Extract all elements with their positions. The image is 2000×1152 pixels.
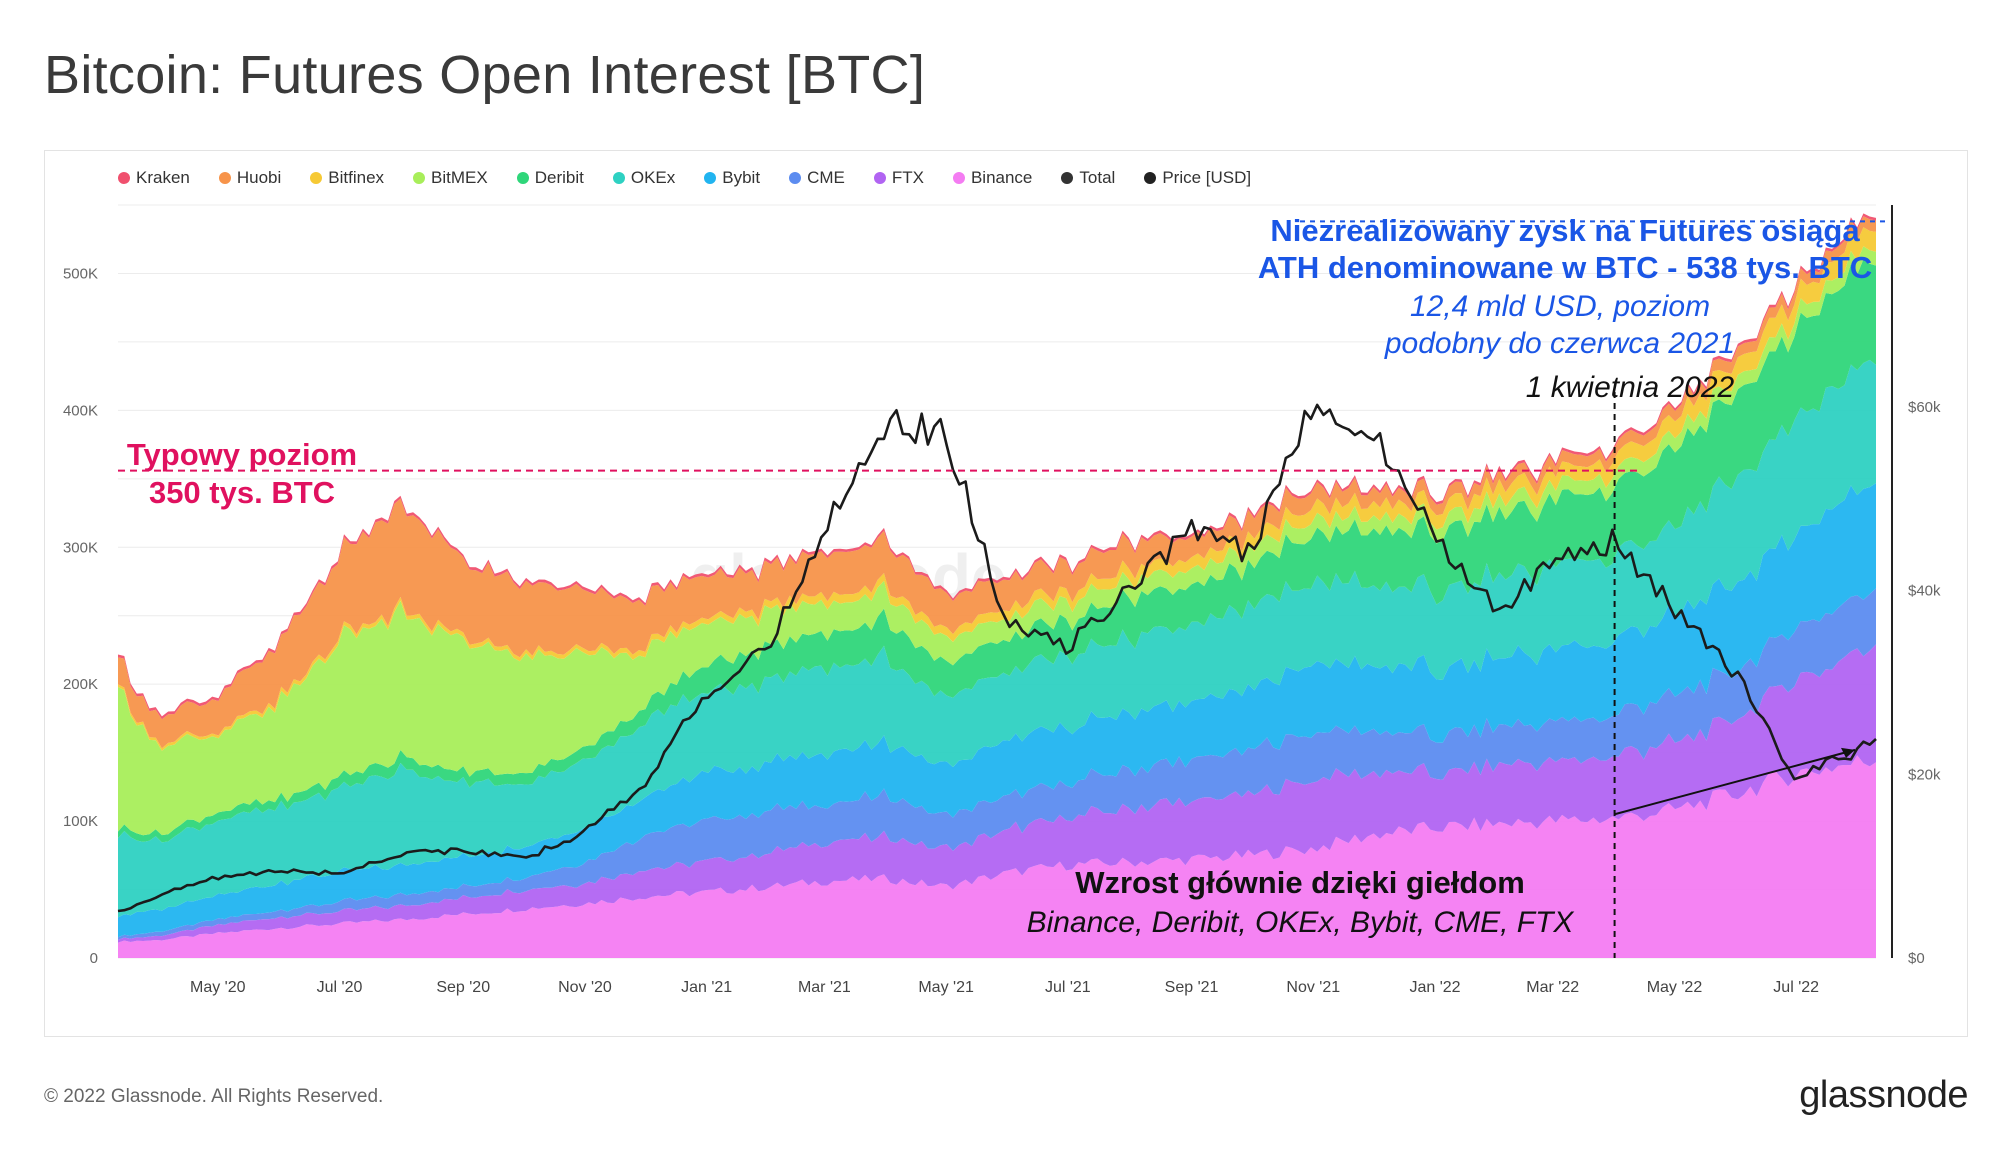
page-title: Bitcoin: Futures Open Interest [BTC] [44,45,926,105]
footer-brand-logo: glassnode [1799,1074,1968,1116]
trend-arrow-head-icon [1841,747,1855,758]
legend-item-bitmex[interactable]: BitMEX [413,168,488,188]
annotation-ath: Niezrealizowany zysk na Futures osiąga A… [1215,212,1915,286]
area-series-okex [118,359,1876,918]
legend-label: FTX [891,168,924,187]
legend-item-bitfinex[interactable]: Bitfinex [310,168,384,188]
legend-dot-icon [516,172,529,184]
legend-label: OKEx [630,168,676,187]
annotation-usd-line1: 12,4 mld USD, poziom [1409,290,1711,323]
legend-dot-icon [218,172,231,184]
legend-dot-icon [789,172,802,184]
annotation-typical-line2: 350 tys. BTC [148,475,336,510]
annotation-ath-line2: ATH denominowane w BTC - 538 tys. BTC [1257,250,1873,285]
x-tick-label: May '21 [918,979,974,996]
annotation-typical-level: Typowy poziom 350 tys. BTC [102,436,382,512]
area-series-huobi [118,216,1876,749]
annotation-usd-line2: podobny do czerwca 2021 [1384,327,1736,360]
legend-dot-icon [1061,172,1074,184]
chart-frame [44,150,1968,1037]
y2-tick-label: $0 [1908,950,1925,967]
area-series-bybit [118,483,1876,938]
legend-dot-icon [873,172,886,184]
area-series-binance [118,755,1876,958]
trend-arrow [1614,748,1856,816]
footer-copyright: © 2022 Glassnode. All Rights Reserved. [44,1086,384,1107]
y-tick-label: 300K [63,539,98,556]
legend-item-okex[interactable]: OKEx [612,168,676,188]
legend-item-ftx[interactable]: FTX [873,168,924,188]
y-tick-label: 400K [63,402,98,419]
legend-label: Huobi [236,168,282,187]
x-tick-label: Jul '20 [317,979,363,996]
x-tick-label: Jan '21 [681,979,732,996]
legend-item-price-usd[interactable]: Price [USD] [1144,168,1251,188]
x-tick-label: Jul '21 [1045,979,1091,996]
legend-item-bybit[interactable]: Bybit [704,168,760,188]
legend-label: Deribit [534,168,584,187]
area-series-deribit [118,259,1876,843]
legend-item-cme[interactable]: CME [789,168,845,188]
x-tick-label: Mar '21 [798,979,851,996]
legend-label: Bitfinex [328,168,385,187]
legend-label: Total [1079,168,1116,187]
annotation-growth-title: Wzrost głównie dzięki giełdom [1075,865,1525,900]
area-series-bitmex [118,246,1876,836]
legend-dot-icon [1144,172,1157,184]
annotation-usd: 12,4 mld USD, poziom podobny do czerwca … [1300,288,1820,362]
legend-dot-icon [118,172,130,184]
annotation-growth-sub: Binance, Deribit, OKEx, Bybit, CME, FTX [1026,906,1574,939]
legend-item-binance[interactable]: Binance [952,168,1033,188]
x-tick-label: Jan '22 [1409,979,1460,996]
legend-item-deribit[interactable]: Deribit [516,168,584,188]
legend-label: Kraken [136,168,190,187]
chart-legend: Kraken Huobi Bitfinex BitMEX Deribit OKEx Bybi… [118,168,1280,188]
price-line [117,403,1877,913]
x-tick-label: May '22 [1647,979,1703,996]
y-tick-label: 100K [63,813,98,830]
legend-dot-icon [612,172,625,184]
legend-dot-icon [704,172,717,184]
legend-dot-icon [952,172,965,184]
legend-item-kraken[interactable]: Kraken [118,168,190,188]
legend-label: Bybit [722,168,761,187]
y2-tick-label: $40k [1908,583,1941,600]
legend-dot-icon [413,172,426,184]
area-series-ftx [118,644,1876,943]
x-tick-label: Jul '22 [1773,979,1819,996]
x-tick-label: Mar '22 [1526,979,1579,996]
legend-item-huobi[interactable]: Huobi [218,168,282,188]
x-tick-label: Sep '21 [1165,979,1219,996]
legend-dot-icon [310,172,323,184]
x-tick-label: Sep '20 [436,979,490,996]
x-tick-label: Nov '20 [558,979,612,996]
annotation-typical-line1: Typowy poziom [126,437,358,472]
legend-label: Price [USD] [1162,168,1252,187]
annotation-ath-line1: Niezrealizowany zysk na Futures osiąga [1270,213,1860,248]
y2-tick-label: $20k [1908,766,1941,783]
legend-label: Binance [970,168,1033,187]
y-tick-label: 500K [63,265,98,282]
y2-tick-label: $60k [1908,399,1941,416]
x-tick-label: Nov '21 [1286,979,1340,996]
legend-item-total[interactable]: Total [1061,168,1115,188]
x-tick-label: May '20 [190,979,246,996]
y-tick-label: 0 [90,950,98,967]
legend-label: BitMEX [431,168,488,187]
legend-label: CME [807,168,845,187]
y-tick-label: 200K [63,676,98,693]
annotation-date: 1 kwietnia 2022 [1525,371,1735,404]
